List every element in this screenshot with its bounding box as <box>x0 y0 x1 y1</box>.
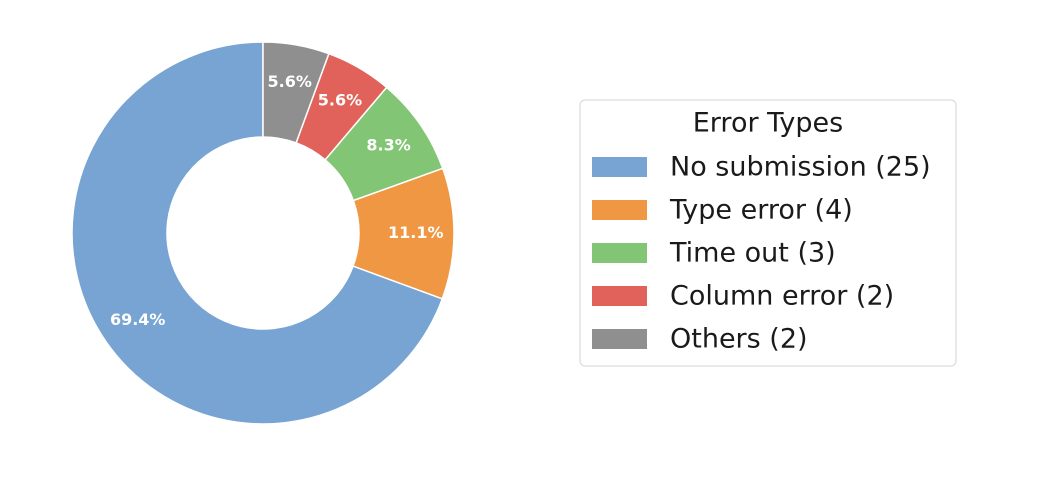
legend-label: Type error (4) <box>669 195 853 226</box>
legend-title: Error Types <box>693 108 843 139</box>
legend-swatch <box>592 243 647 263</box>
legend-swatch <box>592 157 647 177</box>
legend-swatch <box>592 200 647 220</box>
legend-label: Others (2) <box>670 324 808 355</box>
slice-label: 5.6% <box>268 72 312 91</box>
legend-swatch <box>592 329 647 349</box>
slice <box>262 41 330 144</box>
slice-label: 11.1% <box>388 223 444 242</box>
legend-label: Time out (3) <box>669 238 836 269</box>
legend-label: No submission (25) <box>670 152 931 183</box>
slice-label: 69.4% <box>110 310 166 329</box>
slice-label: 8.3% <box>366 135 410 154</box>
legend-label: Column error (2) <box>670 281 894 312</box>
legend-swatch <box>592 286 647 306</box>
slice-label: 5.6% <box>318 90 362 109</box>
slice <box>71 41 444 425</box>
legend-box <box>579 99 957 367</box>
